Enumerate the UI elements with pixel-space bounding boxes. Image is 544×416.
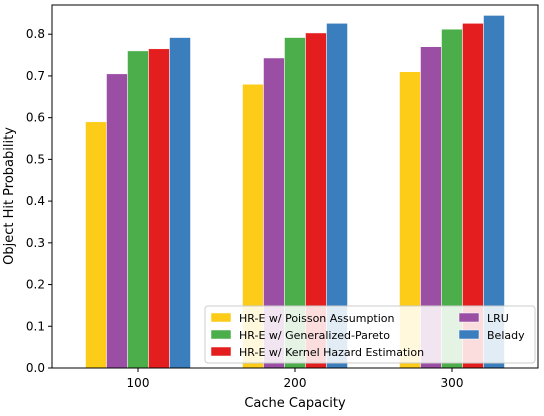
bar — [169, 37, 191, 369]
bars-layer — [85, 15, 505, 369]
x-tick-label: 100 — [127, 376, 150, 390]
y-tick-label: 0.7 — [26, 69, 45, 83]
ticks-layer: 0.0 0.1 0.2 0.3 0.4 0.5 0.6 0.7 0.8 100 200 300 — [26, 27, 464, 390]
legend-swatch — [210, 346, 232, 357]
legend-label: LRU — [487, 312, 509, 325]
legend-label: HR-E w/ Kernel Hazard Estimation — [239, 346, 424, 359]
y-tick-label: 0.6 — [26, 111, 45, 125]
legend-swatch — [458, 312, 480, 323]
y-tick-label: 0.2 — [26, 278, 45, 292]
legend-swatch — [210, 312, 232, 323]
legend-label: HR-E w/ Poisson Assumption — [239, 312, 395, 325]
legend-swatch — [210, 329, 232, 340]
bar — [85, 121, 107, 369]
y-tick-label: 0.8 — [26, 27, 45, 41]
legend-swatch — [458, 329, 480, 340]
legend-box — [204, 305, 536, 364]
x-tick-label: 200 — [284, 376, 307, 390]
x-axis-label: Cache Capacity — [244, 396, 346, 411]
bar — [148, 48, 170, 369]
y-tick-label: 0.4 — [26, 194, 45, 208]
legend-label: HR-E w/ Generalized-Pareto — [239, 329, 390, 342]
legend: HR-E w/ Poisson Assumption HR-E w/ Genera… — [204, 305, 536, 364]
y-tick-label: 0.3 — [26, 236, 45, 250]
bar — [127, 50, 149, 369]
legend-label: Belady — [487, 329, 525, 342]
bar — [106, 73, 128, 369]
y-tick-label: 0.5 — [26, 152, 45, 166]
x-tick-label: 300 — [441, 376, 464, 390]
y-axis-label: Object Hit Probability — [2, 127, 17, 265]
y-tick-label: 0.1 — [26, 319, 45, 333]
y-tick-label: 0.0 — [26, 361, 45, 375]
